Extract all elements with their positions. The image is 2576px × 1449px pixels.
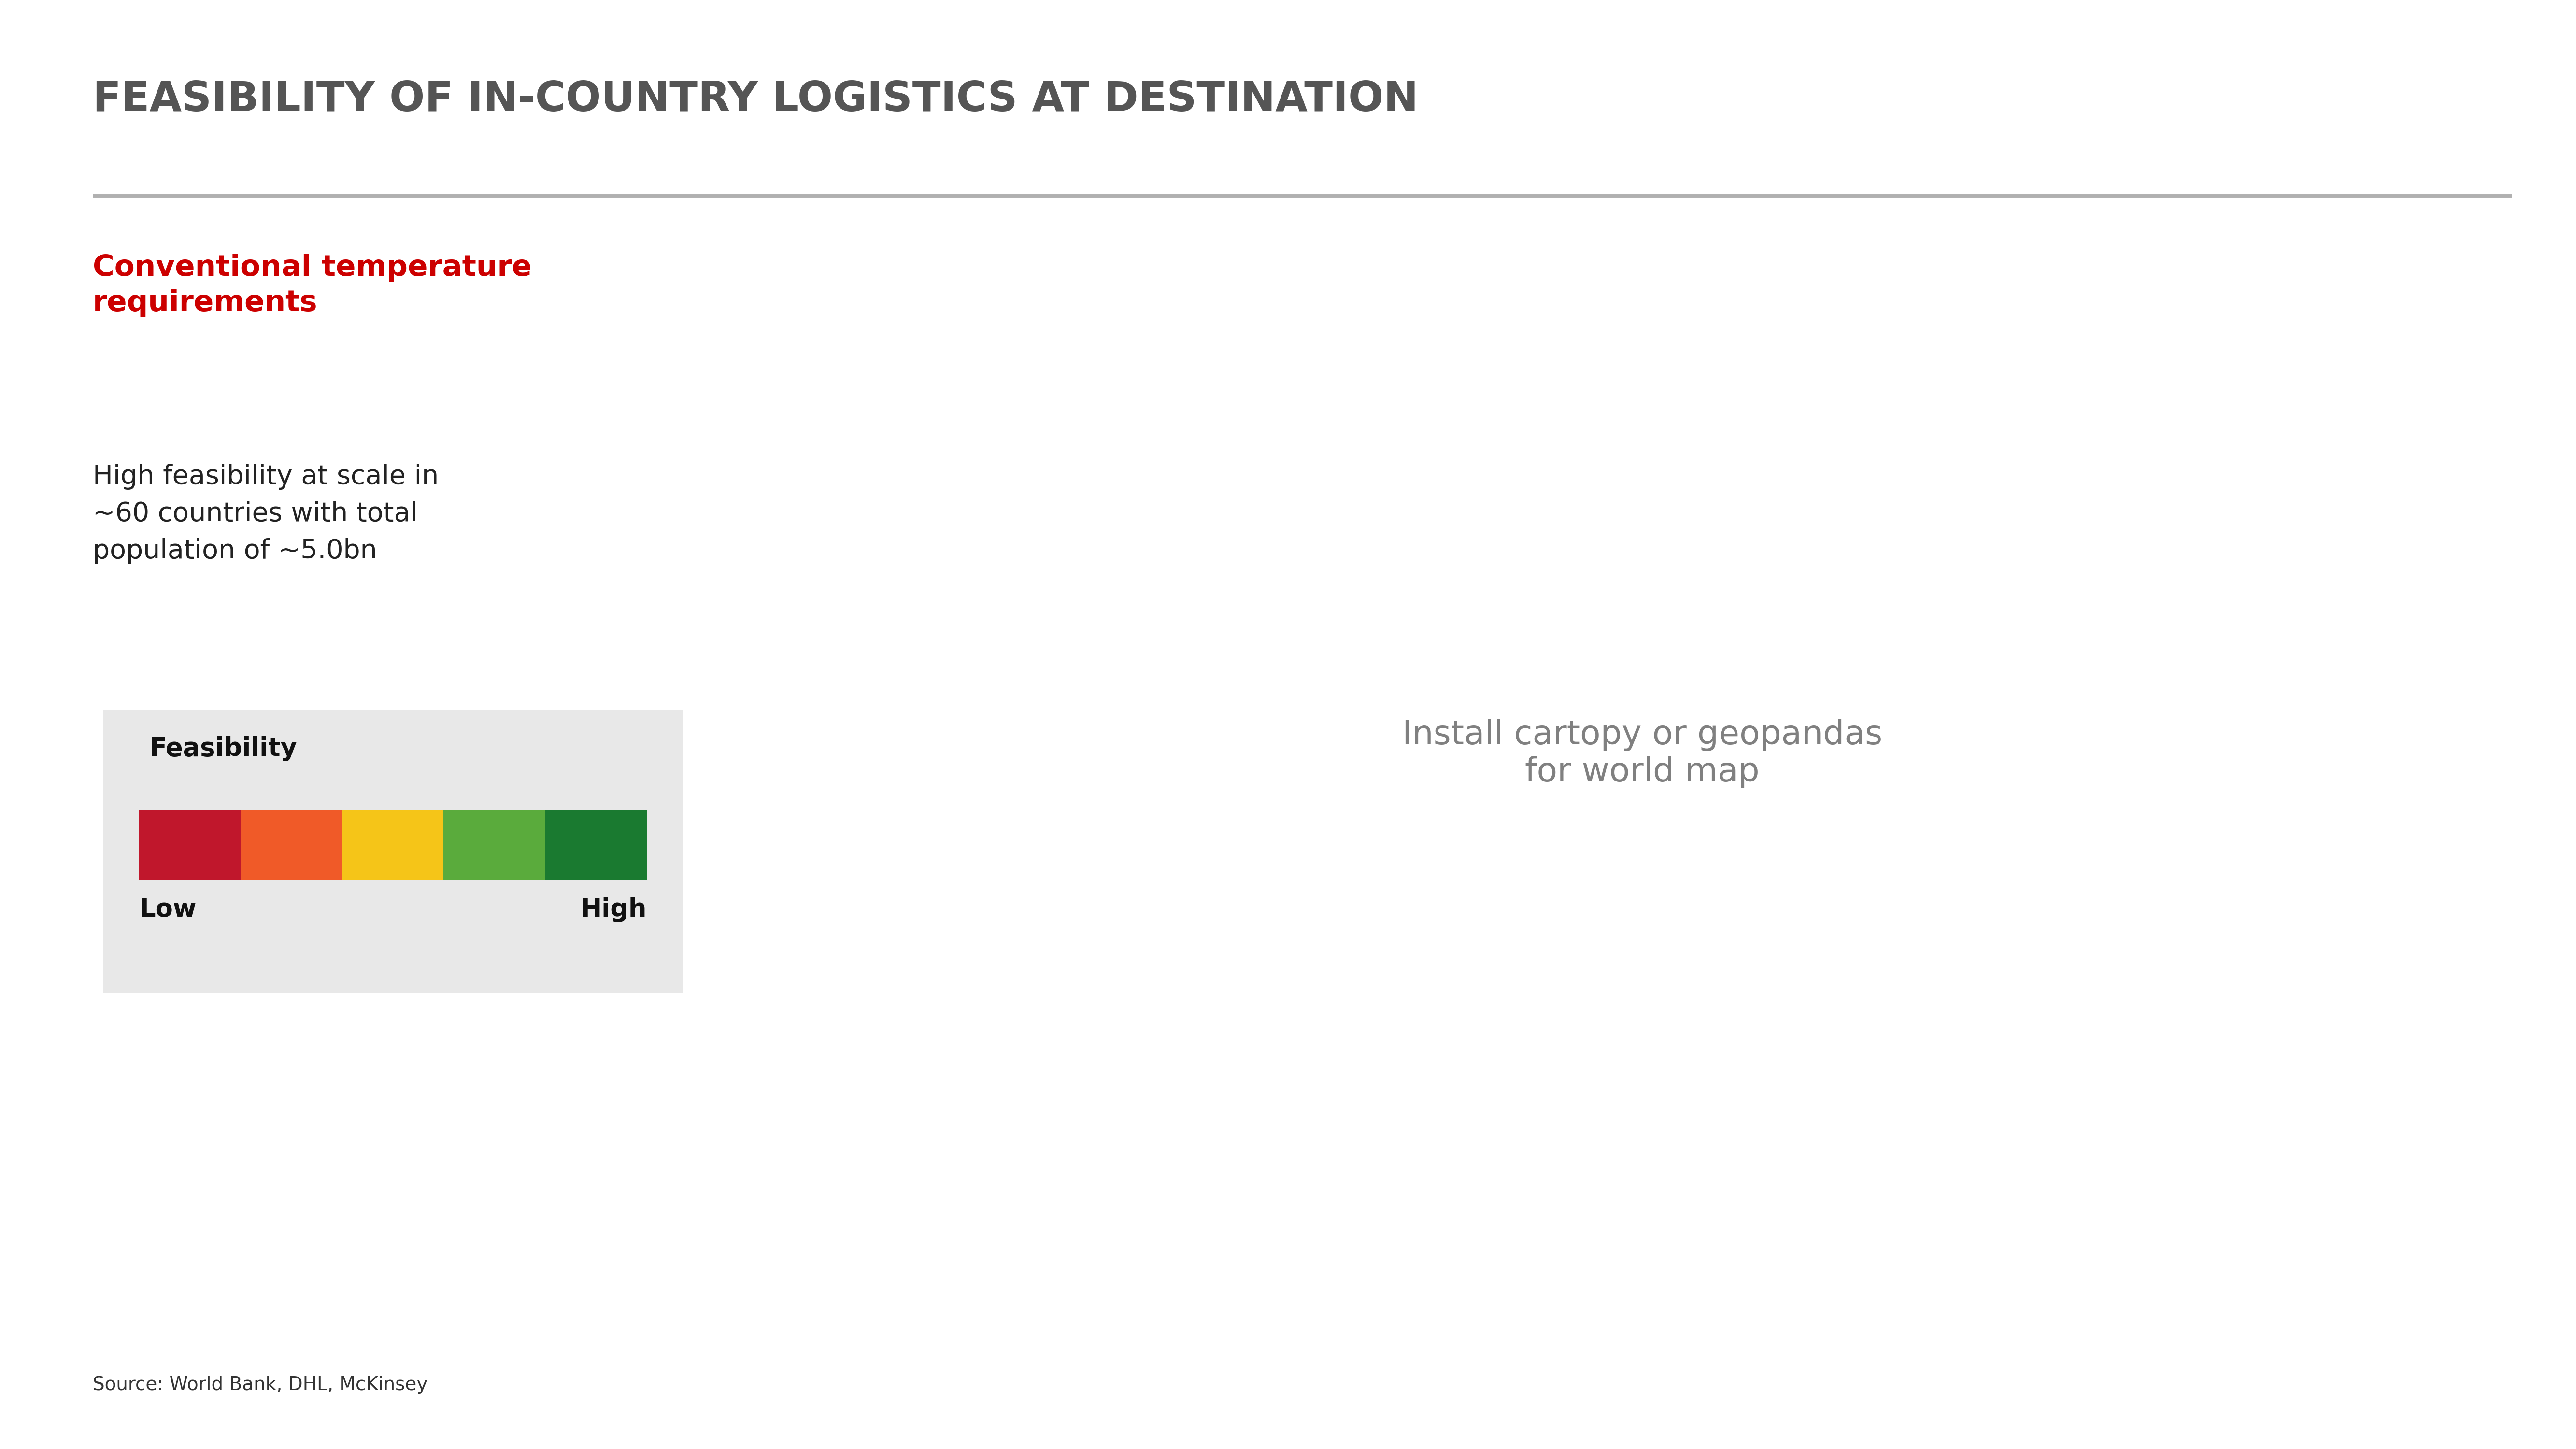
Text: FEASIBILITY OF IN-COUNTRY LOGISTICS AT DESTINATION: FEASIBILITY OF IN-COUNTRY LOGISTICS AT D…	[93, 80, 1419, 120]
Bar	[443, 810, 546, 880]
Bar	[139, 810, 240, 880]
Text: Low: Low	[139, 897, 196, 922]
Bar	[343, 810, 443, 880]
Text: High: High	[580, 897, 647, 922]
Text: Conventional temperature
requirements: Conventional temperature requirements	[93, 254, 531, 317]
Text: Install cartopy or geopandas
for world map: Install cartopy or geopandas for world m…	[1401, 719, 1883, 788]
Text: High feasibility at scale in
~60 countries with total
population of ~5.0bn: High feasibility at scale in ~60 countri…	[93, 464, 438, 564]
Bar	[240, 810, 343, 880]
Text: Feasibility: Feasibility	[149, 736, 296, 761]
Text: Source: World Bank, DHL, McKinsey: Source: World Bank, DHL, McKinsey	[93, 1375, 428, 1394]
Bar	[103, 710, 683, 993]
Bar	[546, 810, 647, 880]
